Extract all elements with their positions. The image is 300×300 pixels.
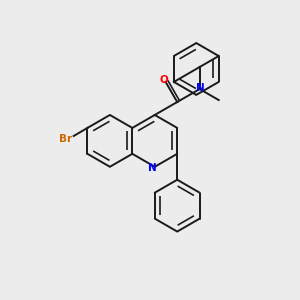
Text: Br: Br (59, 134, 72, 144)
Text: O: O (160, 75, 169, 85)
Text: N: N (148, 163, 157, 173)
Text: N: N (196, 83, 205, 93)
